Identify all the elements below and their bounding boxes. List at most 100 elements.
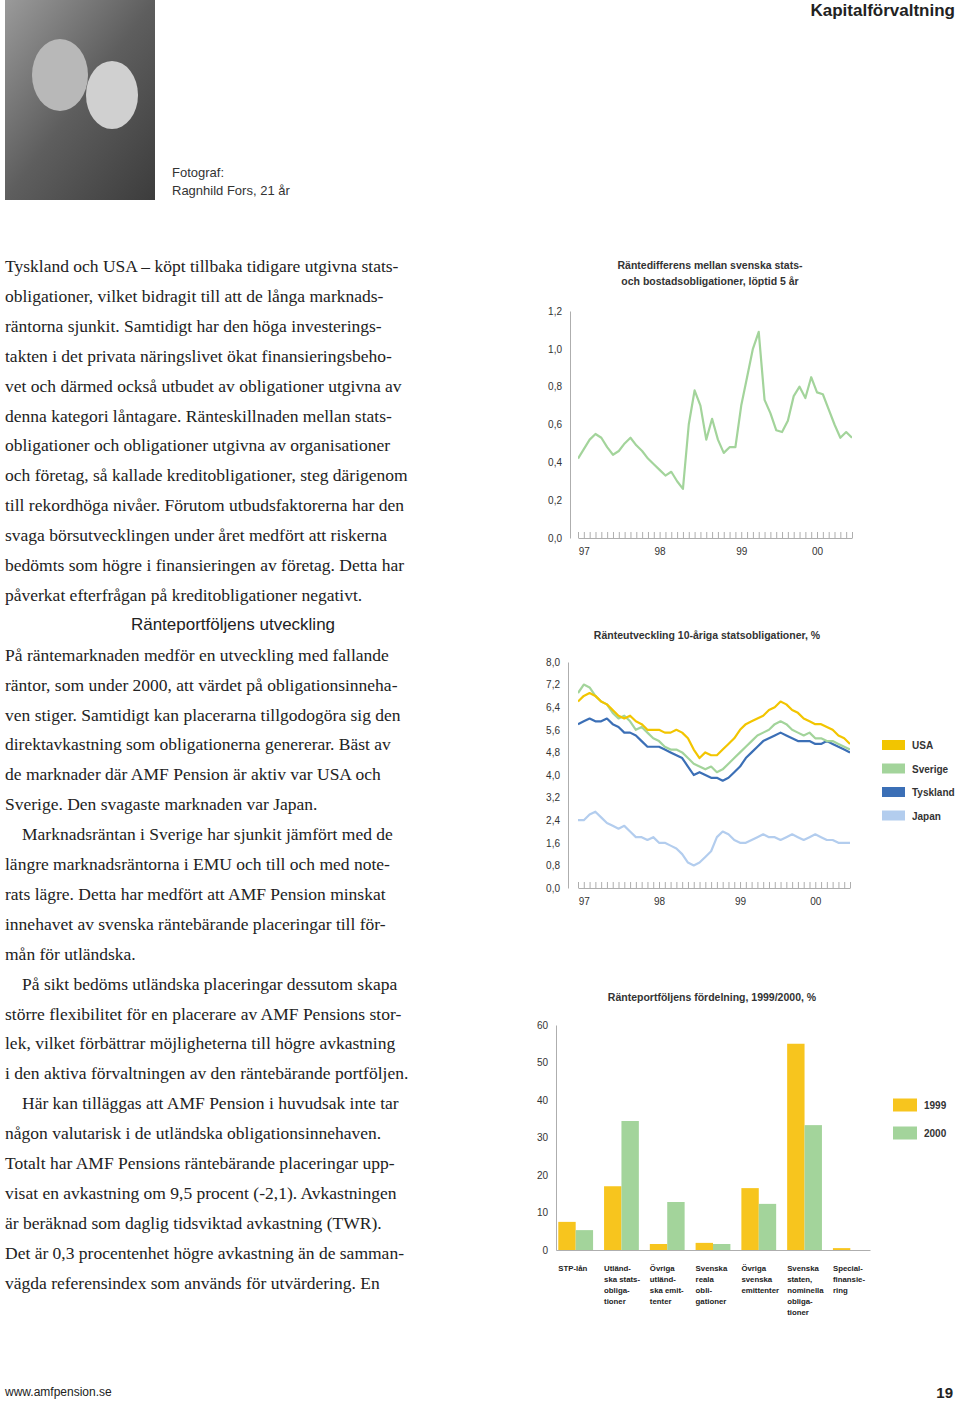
x-tick-mark bbox=[688, 882, 689, 888]
x-axis-line bbox=[557, 1250, 871, 1251]
body-line: vägda referensindex som används för utvä… bbox=[5, 1273, 380, 1293]
x-tick bbox=[624, 882, 625, 888]
plot-area bbox=[558, 1044, 850, 1250]
x-tick: 99 bbox=[735, 882, 747, 907]
x-tick bbox=[829, 532, 830, 538]
y-tick: 30 bbox=[537, 1132, 556, 1143]
data-line bbox=[578, 685, 850, 773]
x-tick bbox=[759, 532, 760, 538]
x-tick-mark bbox=[782, 532, 783, 538]
x-tick bbox=[753, 532, 754, 538]
x-tick bbox=[838, 882, 839, 888]
x-tick bbox=[683, 532, 684, 538]
x-tick bbox=[653, 882, 654, 888]
x-tick-mark bbox=[671, 532, 672, 538]
x-tick-mark bbox=[723, 882, 724, 888]
x-tick-mark bbox=[683, 532, 684, 538]
x-tick bbox=[769, 882, 770, 888]
x-tick: 00 bbox=[812, 532, 824, 557]
y-axis: 0,00,20,40,60,81,01,2 bbox=[548, 306, 570, 544]
x-tick: 97 bbox=[579, 882, 591, 907]
legend-label: 2000 bbox=[924, 1128, 947, 1139]
x-tick-label: 99 bbox=[736, 546, 748, 557]
body-line: denna kategori låntagare. Ränteskillnade… bbox=[5, 406, 392, 426]
x-tick-mark bbox=[660, 532, 661, 538]
body-line: någon valutarisk i de utländska obligati… bbox=[5, 1123, 381, 1143]
x-tick-mark bbox=[730, 532, 731, 538]
x-tick bbox=[578, 882, 579, 888]
legend-swatch bbox=[882, 740, 905, 750]
x-tick bbox=[846, 532, 847, 538]
x-tick bbox=[613, 882, 614, 888]
y-tick-label: 1,2 bbox=[548, 306, 562, 317]
x-tick-mark bbox=[817, 532, 818, 538]
x-tick-mark bbox=[833, 882, 834, 888]
x-tick bbox=[730, 532, 731, 538]
x-tick bbox=[601, 532, 602, 538]
body-line: På räntemarknaden medför en utveckling m… bbox=[5, 645, 389, 665]
x-axis-line bbox=[579, 538, 853, 539]
x-tick bbox=[775, 882, 776, 888]
x-tick bbox=[752, 882, 753, 888]
y-tick: 5,6 bbox=[546, 725, 568, 736]
x-tick bbox=[800, 532, 801, 538]
x-tick bbox=[613, 532, 614, 538]
x-tick bbox=[794, 532, 795, 538]
body-line: innehavet av svenska räntebärande placer… bbox=[5, 914, 386, 934]
x-tick-mark bbox=[800, 532, 801, 538]
x-tick bbox=[689, 532, 690, 538]
bar bbox=[787, 1044, 804, 1250]
x-tick-mark bbox=[642, 532, 643, 538]
y-tick-label: 8,0 bbox=[546, 657, 560, 668]
x-tick bbox=[665, 532, 666, 538]
x-tick bbox=[595, 532, 596, 538]
bar bbox=[576, 1230, 593, 1250]
y-tick: 1,0 bbox=[548, 344, 570, 355]
x-tick: Övrigautländ-ska emit-tenter bbox=[650, 1250, 684, 1306]
bar bbox=[650, 1244, 667, 1250]
bar bbox=[850, 1250, 867, 1251]
x-tick-mark bbox=[694, 882, 695, 888]
legend-label: Sverige bbox=[912, 764, 949, 775]
x-tick-mark bbox=[840, 532, 841, 538]
x-tick: Svenskarealaobli-gationer bbox=[696, 1250, 728, 1306]
x-tick-mark bbox=[654, 532, 655, 538]
x-tick-mark bbox=[838, 882, 839, 888]
legend-swatch bbox=[882, 787, 905, 797]
y-tick: 6,4 bbox=[546, 702, 568, 713]
x-tick-mark bbox=[590, 532, 591, 538]
x-tick-label: 97 bbox=[579, 896, 591, 907]
y-tick-label: 0,0 bbox=[548, 533, 562, 544]
y-tick-label: 40 bbox=[537, 1095, 549, 1106]
bar bbox=[558, 1222, 575, 1250]
body-line: rats lägre. Detta har medfört att AMF Pe… bbox=[5, 884, 386, 904]
section-header: Kapitalförvaltning bbox=[810, 1, 955, 20]
y-tick: 8,0 bbox=[546, 657, 568, 668]
x-tick-mark bbox=[578, 882, 579, 888]
chart-title: Räntedifferens mellan svenska stats- bbox=[618, 259, 803, 271]
x-tick-label: 99 bbox=[735, 896, 747, 907]
y-tick-label: 0,2 bbox=[548, 495, 562, 506]
x-tick-mark bbox=[648, 532, 649, 538]
body-line: är beräknad som daglig tidsviktad avkast… bbox=[5, 1213, 382, 1233]
photo-caption: Ragnhild Fors, 21 år bbox=[172, 183, 290, 198]
x-tick bbox=[823, 532, 824, 538]
y-tick-label: 0,8 bbox=[546, 860, 560, 871]
x-tick bbox=[811, 532, 812, 538]
legend: 19992000 bbox=[893, 1099, 947, 1140]
x-tick-mark bbox=[815, 882, 816, 888]
x-tick bbox=[781, 882, 782, 888]
chart-title: Ränteutveckling 10-åriga statsobligation… bbox=[594, 629, 821, 641]
photo-detail bbox=[86, 61, 138, 129]
x-tick bbox=[734, 882, 735, 888]
x-tick-mark bbox=[740, 882, 741, 888]
y-axis-line bbox=[568, 663, 569, 889]
x-tick-mark bbox=[700, 882, 701, 888]
y-tick: 0,8 bbox=[546, 860, 568, 871]
x-tick-mark bbox=[741, 532, 742, 538]
body-line: de marknader där AMF Pension är aktiv va… bbox=[5, 764, 381, 784]
x-tick-mark bbox=[705, 882, 706, 888]
y-tick-label: 4,8 bbox=[546, 747, 560, 758]
x-axis: 97989900 bbox=[579, 532, 853, 557]
x-tick-mark bbox=[765, 532, 766, 538]
